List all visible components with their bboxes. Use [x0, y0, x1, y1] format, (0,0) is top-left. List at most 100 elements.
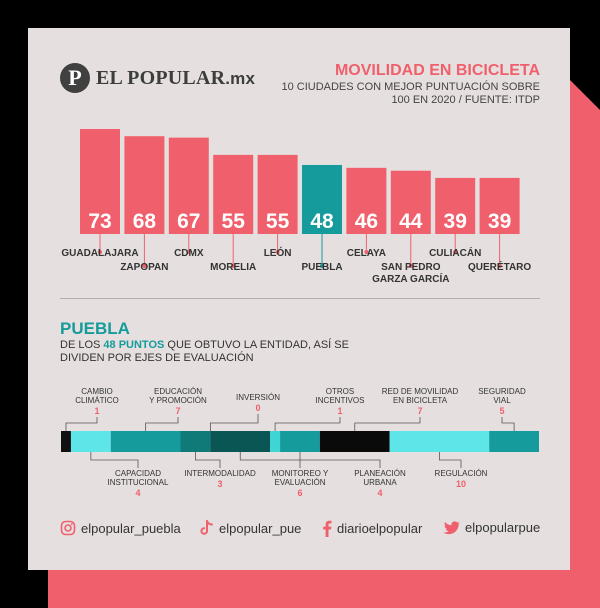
axis-value: 0 [255, 403, 260, 413]
brand-mark: P [60, 63, 90, 93]
axis-label: CAPACIDAD INSTITUCIONAL [108, 469, 169, 487]
twitter-handle: elpopularpue [465, 520, 541, 535]
section-description: DE LOS 48 PUNTOS QUE OBTUVO LA ENTIDAD, … [60, 339, 350, 365]
bar-8 [435, 177, 476, 234]
category-label: CULIACÁN [429, 246, 481, 259]
category-label: LEÓN [264, 246, 292, 259]
brand-logo: P EL POPULAR.mx [60, 63, 255, 93]
axis-leader-line [145, 417, 179, 431]
axis-value: 10 [456, 479, 466, 489]
axis-leader-line [354, 417, 421, 431]
axis-label: INVERSIÓN [236, 393, 280, 402]
bar-value-label: 39 [488, 210, 511, 233]
axis-leader-line [501, 417, 515, 431]
bar-value-label: 46 [355, 210, 378, 233]
axis-segment-3 [180, 431, 211, 452]
tiktok-icon [200, 520, 213, 535]
instagram-icon [60, 520, 76, 536]
bar-6 [346, 167, 387, 234]
axis-value: 1 [337, 406, 342, 416]
chart-subtitle: 10 CIUDADES CON MEJOR PUNTUACIÓN SOBRE 1… [281, 81, 540, 106]
axis-label: INTERMODALIDAD [184, 469, 256, 478]
section-desc-post: QUE OBTUVO LA ENTIDAD, ASÍ SE DIVIDEN PO… [60, 339, 349, 364]
axis-label: CAMBIO CLIMÁTICO [75, 387, 119, 405]
axis-leader-line [65, 417, 98, 431]
axis-segment-9 [389, 431, 490, 452]
axis-segment-1 [70, 431, 111, 452]
category-label: ZAPOPAN [120, 262, 168, 273]
axis-segment-6 [270, 431, 281, 452]
bar-value-label: 39 [444, 210, 467, 233]
category-label: CDMX [174, 248, 204, 259]
axis-segment-10 [489, 431, 539, 452]
label-dot [453, 250, 458, 254]
axis-label: EDUCACIÓN Y PROMOCIÓN [149, 387, 207, 405]
bar-value-label: 55 [222, 210, 246, 233]
label-dot [142, 264, 147, 268]
label-dot [275, 250, 280, 254]
twitter-icon [443, 520, 460, 534]
axis-value: 1 [94, 406, 99, 416]
axis-segment-2 [110, 431, 181, 452]
axis-value: 7 [175, 406, 180, 416]
label-dot [320, 264, 324, 268]
axis-value: 6 [297, 488, 302, 498]
axis-leader-line [274, 417, 341, 431]
axis-segment-7 [280, 431, 320, 452]
label-dot [186, 250, 191, 254]
axis-value: 7 [417, 406, 422, 416]
label-dot [98, 250, 102, 254]
facebook-handle: diarioelpopular [337, 521, 423, 536]
label-dot [231, 264, 236, 268]
social-tiktok[interactable]: elpopular_pue [200, 520, 301, 536]
axis-value: 5 [499, 406, 504, 416]
category-label: QUERÉTARO [468, 260, 531, 273]
axis-label: PLANEACIÓN URBANA [354, 469, 406, 487]
label-dot [408, 264, 413, 268]
bar-1 [124, 136, 165, 234]
category-label: GUADALAJARA [61, 248, 138, 259]
bar-value-label: 55 [266, 210, 290, 233]
bar-value-label: 73 [88, 210, 111, 233]
axis-value: 3 [217, 479, 222, 489]
bar-value-label: 48 [310, 210, 334, 233]
section-desc-pre: DE LOS [60, 339, 104, 351]
section-title: PUEBLA [60, 319, 130, 338]
bar-3 [213, 154, 254, 234]
social-instagram[interactable]: elpopular_puebla [60, 520, 181, 536]
axis-label: OTROS INCENTIVOS [316, 387, 365, 405]
facebook-icon [323, 520, 332, 537]
axis-value: 4 [377, 488, 382, 498]
axis-label: REGULACIÓN [435, 469, 488, 478]
axis-leader-line [195, 452, 221, 468]
section-divider [60, 298, 540, 299]
axis-label: RED DE MOVILIDAD EN BICICLETA [382, 387, 459, 405]
bar-4 [257, 154, 298, 234]
axis-segment-0 [61, 431, 71, 452]
bar-value-label: 44 [399, 210, 423, 233]
social-twitter[interactable]: elpopularpue [443, 520, 540, 535]
axis-leader-line [209, 414, 259, 431]
bar-value-label: 67 [177, 210, 200, 233]
bar-9 [479, 177, 520, 234]
bar-value-label: 68 [133, 210, 157, 233]
city-ranking-chart: 73 GUADALAJARA 68 ZAPOPAN 67 CDMX 55 MORELIA 55 L… [61, 129, 531, 285]
axis-value: 4 [135, 488, 140, 498]
card-background [28, 28, 570, 570]
axis-segment-5 [210, 431, 271, 452]
axis-leader-line [439, 452, 462, 468]
chart-title: MOVILIDAD EN BICICLETA [334, 62, 540, 79]
bar-0 [80, 129, 120, 234]
brand-name: EL POPULAR.mx [96, 67, 255, 90]
category-label: SAN PEDRO GARZA GARCÍA [372, 262, 449, 285]
bar-7 [390, 170, 431, 234]
social-facebook[interactable]: diarioelpopular [322, 520, 422, 537]
instagram-handle: elpopular_puebla [81, 520, 181, 536]
axis-leader-line [239, 452, 301, 468]
section-desc-highlight: 48 PUNTOS [103, 339, 165, 351]
label-dot [497, 264, 502, 268]
tiktok-handle: elpopular_pue [219, 520, 302, 536]
axis-segment-8 [319, 431, 390, 452]
axis-label: SEGURIDAD VIAL [478, 387, 526, 405]
